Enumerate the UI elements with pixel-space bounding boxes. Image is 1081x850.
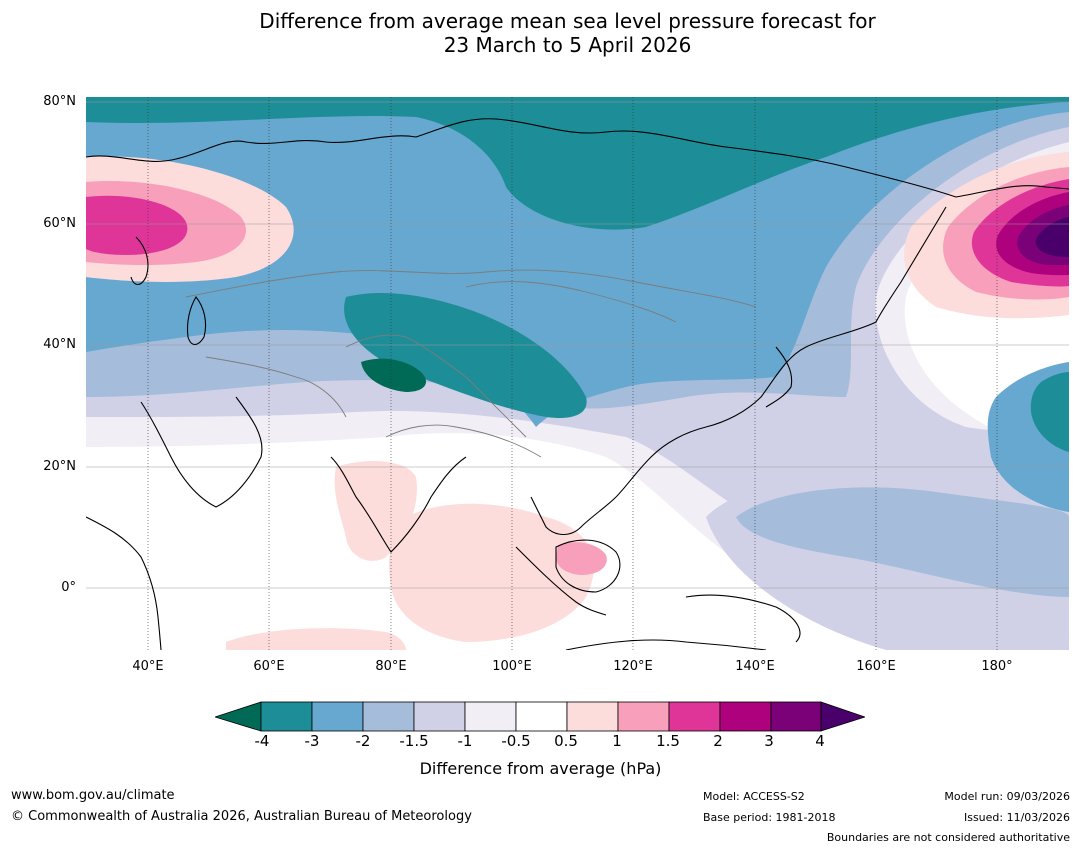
lon-label-100e: 100°E xyxy=(492,659,532,674)
colorbar-tick: 3 xyxy=(764,732,774,750)
lat-label-60n: 60°N xyxy=(43,216,76,231)
colorbar-bin-3-4 xyxy=(770,701,822,732)
colorbar-bin-neg2-neg1.5 xyxy=(362,701,415,732)
contour-magenta-west xyxy=(86,195,188,255)
lon-label-140e: 140°E xyxy=(735,659,775,674)
coastline-new-guinea xyxy=(685,594,801,643)
contour-pink-south xyxy=(226,628,406,650)
contour-darkest-north-pacific xyxy=(1035,217,1069,257)
footer-copyright: © Commonwealth of Australia 2026, Austra… xyxy=(11,809,472,824)
colorbar-tick: -0.5 xyxy=(501,732,531,750)
colorbar-bin-neg3-neg2 xyxy=(311,701,364,732)
lon-label-80e: 80°E xyxy=(375,659,407,674)
coastline-sumatra xyxy=(515,546,607,616)
chart-title: Difference from average mean sea level p… xyxy=(0,9,1081,57)
colorbar-tick: 1 xyxy=(612,732,622,750)
colorbar-bin-1.5-2 xyxy=(668,701,721,732)
boundary-russia-south xyxy=(185,269,757,308)
colorbar-bin-2-3 xyxy=(719,701,772,732)
contour-rose-borneo xyxy=(556,542,607,575)
colorbar-tick: -1 xyxy=(457,732,473,750)
boundary-mongolia xyxy=(465,281,677,323)
pressure-anomaly-map xyxy=(86,97,1069,650)
colorbar-extend-low xyxy=(213,701,262,732)
colorbar-tick: -1.5 xyxy=(399,732,429,750)
footer-url[interactable]: www.bom.gov.au/climate xyxy=(11,788,175,803)
contour-pink-maritime xyxy=(389,503,594,642)
lon-label-40e: 40°E xyxy=(132,659,164,674)
footer-disclaimer: Boundaries are not considered authoritat… xyxy=(826,831,1070,844)
coastlines xyxy=(86,118,1069,650)
coastline-indochina xyxy=(530,496,617,536)
colorbar-bin-1-1.5 xyxy=(617,701,670,732)
contour-teal-north xyxy=(86,97,1069,230)
lat-label-20n: 20°N xyxy=(43,459,76,474)
colorbar-tick: -3 xyxy=(304,732,320,750)
coastline-india xyxy=(330,456,467,553)
boundary-india-north xyxy=(385,424,542,458)
coastline-borneo xyxy=(555,539,621,593)
footer-model: Model: ACCESS-S2 xyxy=(703,790,805,803)
lon-label-120e: 120°E xyxy=(613,659,653,674)
title-line-2: 23 March to 5 April 2026 xyxy=(443,33,692,57)
colorbar-bin-0.5-1 xyxy=(566,701,619,732)
colorbar-bin-neg4-neg3 xyxy=(260,701,313,732)
colorbar-bin-neg0.5-0.5 xyxy=(515,701,568,732)
coastline-kamchatka xyxy=(875,206,947,323)
lon-label-160e: 160°E xyxy=(856,659,896,674)
coastline-arctic xyxy=(86,118,1069,198)
colorbar-tick: 0.5 xyxy=(554,732,578,750)
coastline-australia-north xyxy=(565,639,767,650)
negative-anomaly-field xyxy=(86,97,1069,650)
colorbar-extend-high xyxy=(820,701,867,732)
colorbar-tick: 2 xyxy=(713,732,723,750)
lat-label-80n: 80°N xyxy=(43,94,76,109)
coastline-east-asia xyxy=(615,321,877,498)
colorbar-tick: 4 xyxy=(815,732,825,750)
contour-darkteal-tibet xyxy=(361,358,426,392)
longitude-gridlines xyxy=(147,97,998,650)
positive-anomaly-field xyxy=(86,152,1069,650)
lon-label-60e: 60°E xyxy=(253,659,285,674)
colorbar-bin-neg1-neg0.5 xyxy=(464,701,517,732)
lat-label-40n: 40°N xyxy=(43,337,76,352)
footer-model-run: Model run: 09/03/2026 xyxy=(944,790,1070,803)
contour-steelblue-pacific xyxy=(736,487,1069,597)
boundary-middle-east xyxy=(205,356,347,418)
coastline-baltic xyxy=(130,236,149,286)
footer-base-period: Base period: 1981-2018 xyxy=(703,811,836,824)
lon-label-180: 180° xyxy=(981,659,1013,674)
colorbar-bin-neg1.5-neg1 xyxy=(413,701,466,732)
colorbar xyxy=(213,701,867,737)
lat-label-equator: 0° xyxy=(61,580,76,595)
coastline-arabia xyxy=(140,396,263,508)
colorbar-label: Difference from average (hPa) xyxy=(419,759,662,778)
contour-skyblue-large xyxy=(86,97,1069,427)
contour-teal-pacific xyxy=(1030,372,1069,452)
footer-issued: Issued: 11/03/2026 xyxy=(963,811,1070,824)
coastline-japan xyxy=(765,346,793,408)
title-line-1: Difference from average mean sea level p… xyxy=(259,9,876,33)
colorbar-tick: -4 xyxy=(254,732,270,750)
latitude-gridlines xyxy=(86,101,1069,589)
colorbar-tick: -2 xyxy=(355,732,371,750)
colorbar-tick: 1.5 xyxy=(656,732,680,750)
national-boundaries xyxy=(185,269,757,458)
coastline-africa xyxy=(86,516,162,650)
boundary-china-west xyxy=(345,334,527,438)
contour-teal-central-asia xyxy=(344,292,587,418)
coastline-caspian xyxy=(186,296,207,346)
